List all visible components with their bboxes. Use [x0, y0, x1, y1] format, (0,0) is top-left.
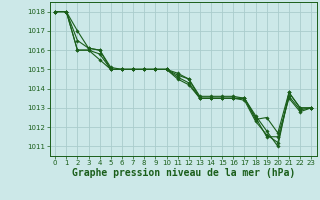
X-axis label: Graphe pression niveau de la mer (hPa): Graphe pression niveau de la mer (hPa): [72, 168, 295, 178]
